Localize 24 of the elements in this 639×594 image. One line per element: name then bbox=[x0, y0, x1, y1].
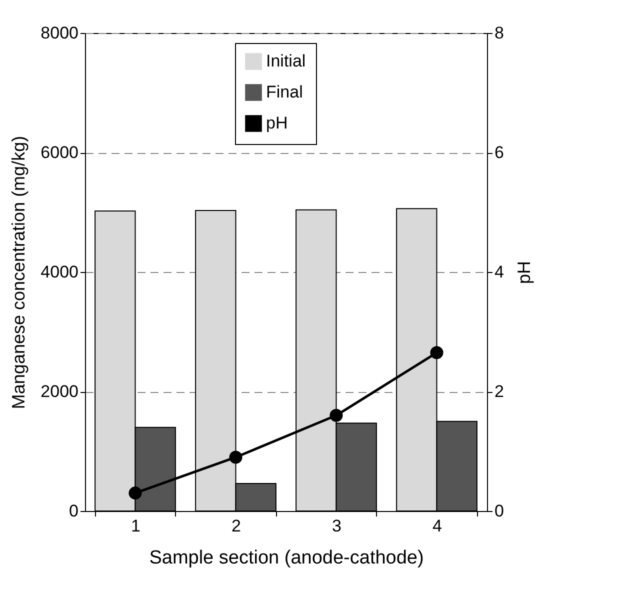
point bbox=[229, 450, 242, 464]
x-tick-label: 3 bbox=[332, 516, 342, 536]
y-tick-label: 8000 bbox=[40, 24, 78, 42]
legend-label: pH bbox=[266, 114, 288, 132]
point bbox=[430, 346, 444, 360]
y2-tick-label: 4 bbox=[494, 262, 504, 282]
y-tick-label: 6000 bbox=[40, 143, 78, 162]
y2-axis-title: pH bbox=[514, 260, 534, 284]
point bbox=[330, 408, 343, 422]
y2-tick-label: 6 bbox=[494, 143, 504, 162]
x-axis-title: Sample section (anode-cathode) bbox=[149, 548, 424, 568]
y2-tick-label: 0 bbox=[494, 502, 504, 520]
x-tick-label: 4 bbox=[432, 516, 442, 536]
y2-tick-label: 2 bbox=[494, 382, 504, 401]
y-axis-title: Manganese concentration (mg/kg) bbox=[8, 136, 29, 410]
legend-label: Final bbox=[266, 82, 303, 102]
point bbox=[128, 486, 142, 500]
x-tick-label: 1 bbox=[131, 516, 140, 536]
y-tick-label: 2000 bbox=[40, 382, 78, 401]
y2-tick-label: 8 bbox=[494, 24, 504, 42]
y-tick-label: 0 bbox=[69, 502, 78, 520]
y-tick-label: 4000 bbox=[40, 262, 78, 282]
legend-label: Initial bbox=[266, 52, 306, 70]
x-tick-label: 2 bbox=[232, 516, 241, 536]
